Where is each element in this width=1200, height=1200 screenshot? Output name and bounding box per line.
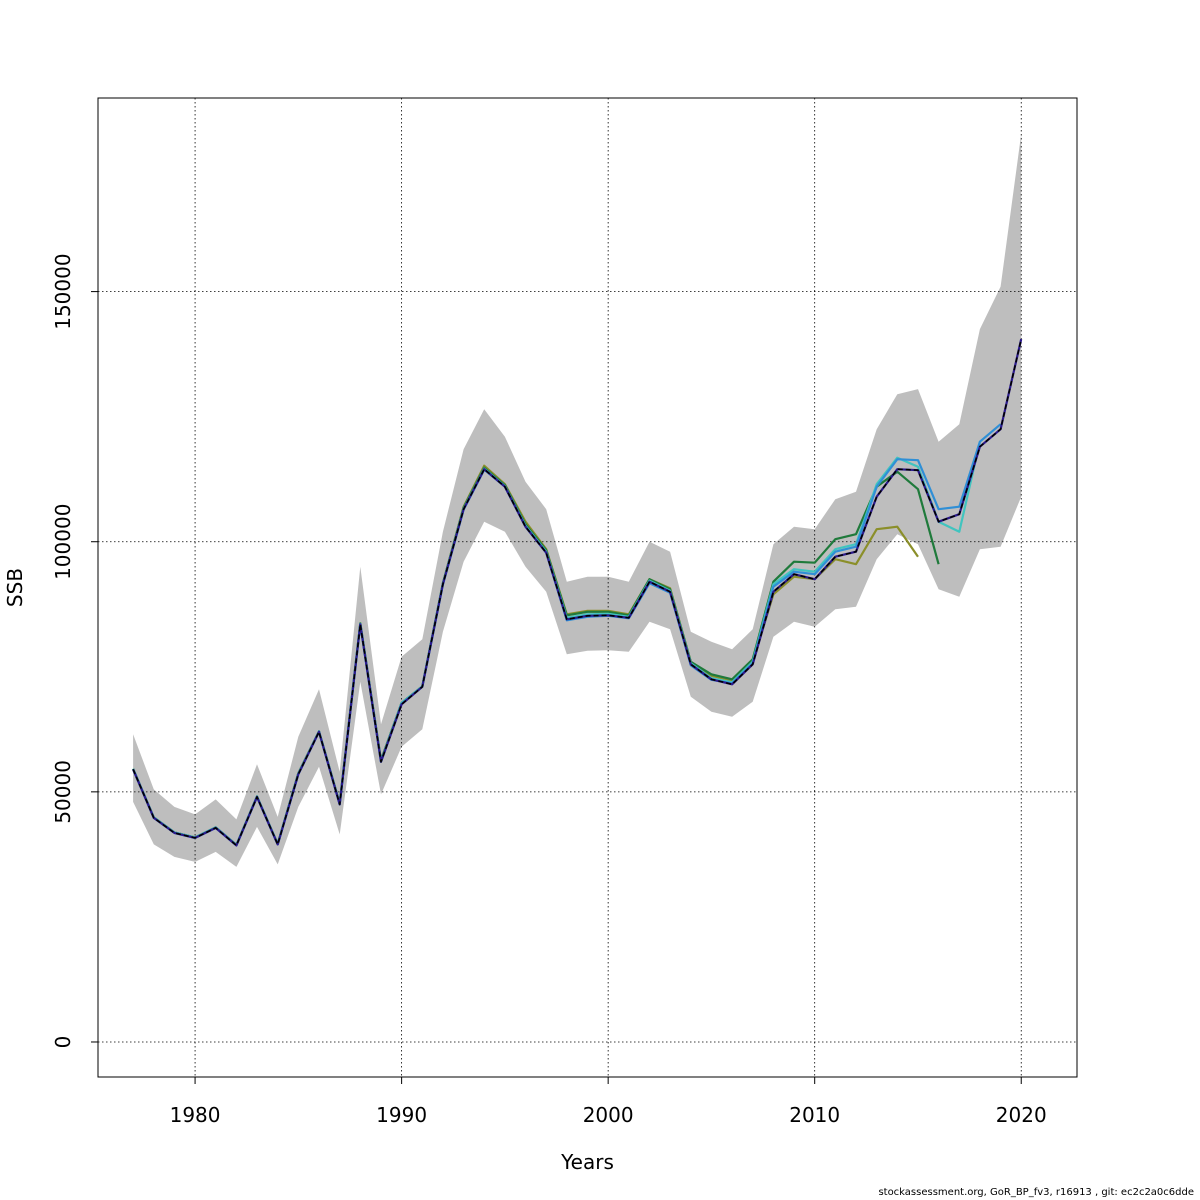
y-tick-label: 150000: [51, 253, 75, 329]
base-series-line: [132, 338, 1022, 847]
y-axis-label: SSB: [3, 568, 27, 607]
x-tick-label: 1990: [376, 1103, 427, 1127]
footer-note: stockassessment.org, GoR_BP_fv3, r16913 …: [878, 1187, 1194, 1198]
x-tick-label: 1980: [170, 1103, 221, 1127]
y-tick-label: 100000: [51, 504, 75, 580]
x-axis-label: Years: [560, 1150, 614, 1174]
x-tick-label: 2000: [583, 1103, 634, 1127]
plot-frame: [97, 97, 1078, 1078]
base-series-layer: [132, 338, 1022, 847]
y-tick-label: 50000: [51, 760, 75, 824]
x-axis: 1980 1990 2000 2010 2020: [170, 1077, 1047, 1127]
confidence-band-layer: [133, 134, 1022, 867]
x-tick-label: 2010: [789, 1103, 840, 1127]
y-tick-label: 0: [51, 1036, 75, 1049]
grid-layer: [98, 98, 1077, 1077]
confidence-band: [133, 134, 1022, 867]
y-axis: 0 50000 100000 150000: [51, 253, 98, 1048]
x-tick-label: 2020: [996, 1103, 1047, 1127]
